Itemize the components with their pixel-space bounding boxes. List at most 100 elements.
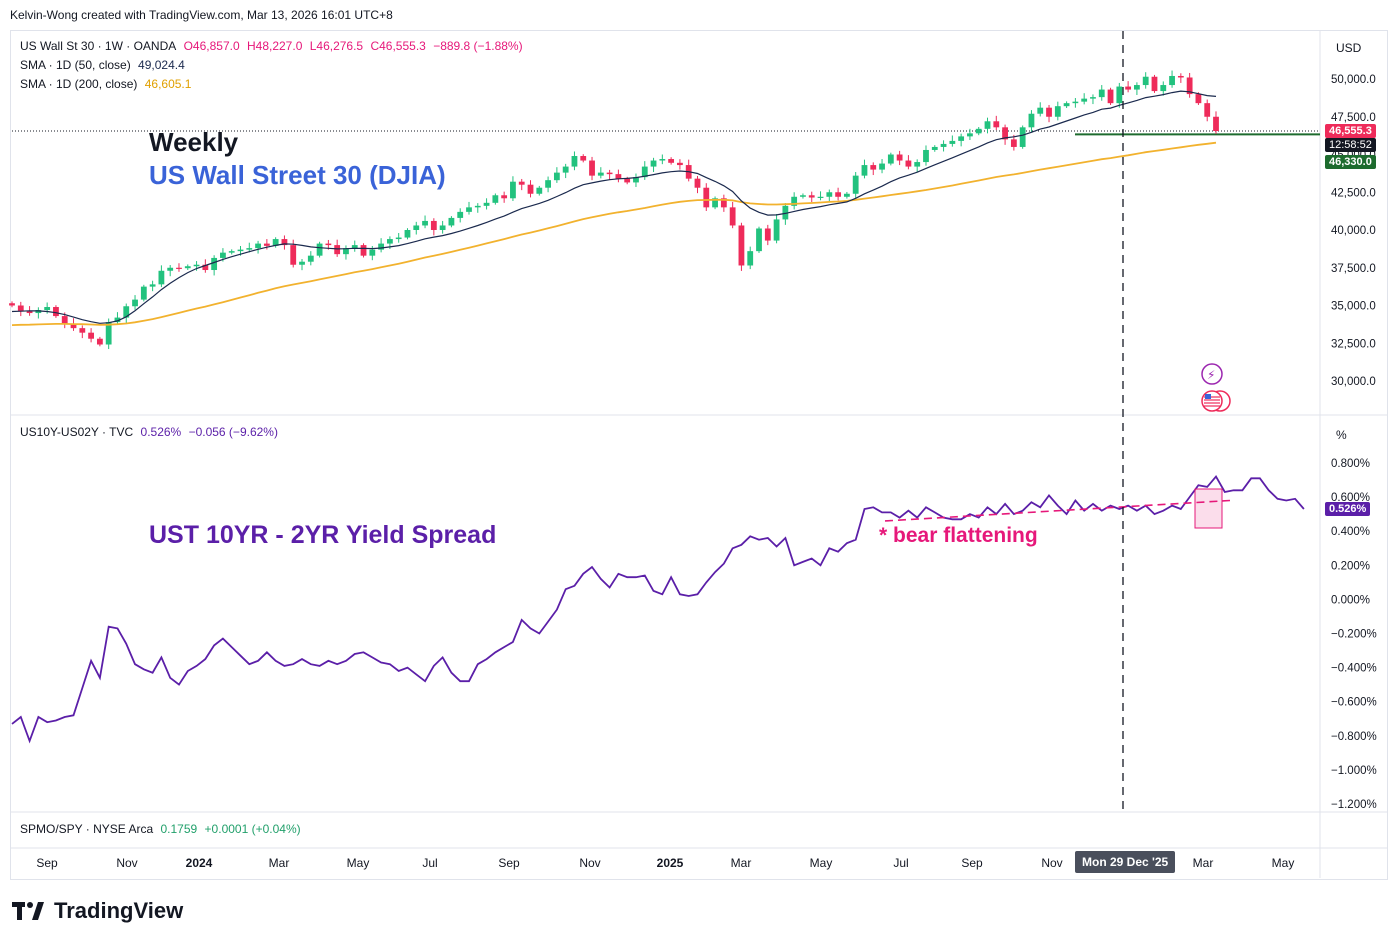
- candle-body: [606, 172, 613, 175]
- candle-body: [738, 225, 745, 266]
- main-legend: US Wall St 30 · 1W · OANDA O46,857.0 H48…: [20, 39, 527, 53]
- currency-label[interactable]: USD: [1336, 41, 1362, 55]
- time-axis-label: May: [1271, 856, 1295, 870]
- support-tag: 46,330.0: [1325, 155, 1376, 169]
- candle-body: [334, 245, 341, 255]
- ohlc-high: H48,227.0: [246, 39, 303, 53]
- candle-body: [422, 220, 428, 226]
- spread-y-tick-label: −1.200%: [1331, 799, 1377, 811]
- candle-body: [184, 266, 191, 269]
- last-price-tag: 46,555.3: [1325, 124, 1376, 138]
- candle-body: [545, 180, 551, 188]
- candle-body: [114, 317, 121, 323]
- candle-body: [1204, 103, 1211, 117]
- djia-y-tick-label: 32,500.0: [1331, 338, 1376, 350]
- candle-body: [79, 328, 86, 333]
- spread-change: −0.056 (−9.62%): [188, 425, 278, 439]
- candle-body: [457, 211, 464, 218]
- crosshair-date-label: Mon 29 Dec '25: [1075, 851, 1176, 873]
- candle-body: [562, 166, 569, 173]
- djia-y-tick-label: 37,500.0: [1331, 263, 1376, 275]
- time-axis-label: Nov: [116, 856, 138, 870]
- time-axis-label: 2024: [185, 856, 213, 870]
- candle-body: [571, 156, 578, 167]
- tradingview-logo[interactable]: TradingView: [12, 898, 183, 924]
- sma200-legend[interactable]: SMA · 1D (200, close) 46,605.1: [20, 77, 195, 91]
- candle-body: [879, 163, 885, 170]
- bar-countdown: 12:58:52: [1325, 138, 1376, 152]
- bear-flattening-annotation: * bear flattening: [879, 524, 1038, 547]
- candle-body: [386, 239, 393, 244]
- spread-y-tick-label: 0.000%: [1331, 594, 1370, 606]
- candle-body: [615, 174, 622, 179]
- candle-body: [132, 299, 138, 307]
- main-symbol[interactable]: US Wall St 30 · 1W · OANDA: [20, 39, 177, 53]
- candle-body: [861, 165, 868, 176]
- spread-y-tick-label: 0.200%: [1331, 560, 1370, 572]
- candle-body: [1037, 107, 1044, 114]
- sma200-label: SMA · 1D (200, close): [20, 77, 138, 91]
- candle-body: [984, 121, 991, 129]
- candle-body: [1142, 76, 1149, 86]
- heading-djia: US Wall Street 30 (DJIA): [149, 160, 446, 190]
- time-axis-label: Sep: [498, 856, 520, 870]
- candle-body: [220, 252, 226, 258]
- spread-symbol[interactable]: US10Y-US02Y · TVC: [20, 425, 134, 439]
- candle-body: [923, 149, 929, 163]
- candle-body: [826, 192, 833, 197]
- time-axis-label: Mar: [730, 856, 752, 870]
- spread-unit[interactable]: %: [1336, 428, 1347, 442]
- candle-body: [650, 160, 657, 167]
- candle-body: [764, 228, 771, 241]
- candle-body: [940, 143, 947, 147]
- candle-body: [88, 332, 94, 339]
- spread-value: 0.526%: [140, 425, 182, 439]
- candle-body: [1134, 85, 1140, 90]
- candle-body: [597, 172, 604, 176]
- candle-body: [404, 230, 411, 238]
- candle-body: [527, 184, 534, 194]
- candle-body: [993, 121, 1000, 128]
- candle-body: [158, 270, 165, 285]
- candle-body: [852, 175, 859, 194]
- candle-body: [1177, 75, 1184, 78]
- candle-body: [167, 267, 174, 271]
- candle-body: [1125, 86, 1132, 90]
- time-axis-label: May: [346, 856, 370, 870]
- spread-y-tick-label: −1.000%: [1331, 765, 1377, 777]
- bear-flattening-trendline: [884, 499, 1231, 522]
- ratio-symbol[interactable]: SPMO/SPY · NYSE Arca: [20, 822, 154, 836]
- candle-body: [316, 243, 323, 256]
- candle-body: [307, 255, 314, 262]
- candle-body: [641, 166, 648, 178]
- candle-body: [624, 178, 631, 183]
- time-axis-label: May: [809, 856, 833, 870]
- candle-body: [1169, 75, 1175, 86]
- candle-body: [1028, 113, 1035, 128]
- candle-body: [17, 305, 24, 312]
- spread-y-tick-label: 0.400%: [1331, 526, 1370, 538]
- sma200-line: [11, 141, 1217, 326]
- candle-body: [96, 338, 103, 345]
- djia-y-tick-label: 50,000.0: [1331, 74, 1376, 86]
- candle-body: [791, 196, 798, 206]
- candle-body: [369, 249, 376, 256]
- candle-body: [149, 284, 156, 287]
- candle-body: [430, 220, 437, 230]
- spread-y-tick-label: −0.800%: [1331, 731, 1377, 743]
- candle-body: [1098, 89, 1105, 98]
- candle-body: [1116, 86, 1123, 104]
- candle-body: [1063, 103, 1070, 107]
- candle-body: [817, 196, 824, 198]
- candle-body: [677, 162, 683, 166]
- sma50-legend[interactable]: SMA · 1D (50, close) 49,024.4: [20, 58, 189, 72]
- candle-body: [193, 264, 200, 267]
- time-axis-label: Jul: [422, 856, 438, 870]
- chart-credit: Kelvin-Wong created with TradingView.com…: [10, 8, 393, 22]
- candle-body: [492, 195, 499, 203]
- candle-body: [237, 249, 244, 252]
- time-axis-label: Nov: [1041, 856, 1063, 870]
- candle-body: [290, 245, 297, 265]
- candle-body: [536, 187, 543, 194]
